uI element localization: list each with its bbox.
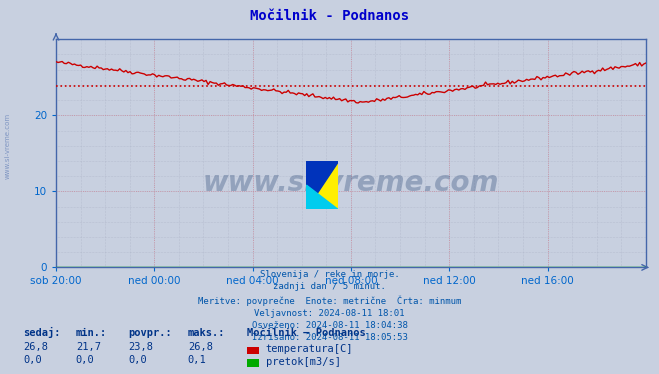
Text: 26,8: 26,8 [188,342,213,352]
Text: www.si-vreme.com: www.si-vreme.com [5,113,11,179]
Text: povpr.:: povpr.: [129,328,172,338]
Text: temperatura[C]: temperatura[C] [266,344,353,354]
Text: 0,0: 0,0 [129,355,147,365]
Text: Močilnik – Podnanos: Močilnik – Podnanos [247,328,366,338]
Text: 0,0: 0,0 [76,355,94,365]
Text: 0,0: 0,0 [23,355,42,365]
Text: Slovenija / reke in morje.
zadnji dan / 5 minut.
Meritve: povprečne  Enote: metr: Slovenija / reke in morje. zadnji dan / … [198,270,461,342]
Text: 26,8: 26,8 [23,342,48,352]
Text: pretok[m3/s]: pretok[m3/s] [266,357,341,367]
Polygon shape [306,161,338,209]
Text: 21,7: 21,7 [76,342,101,352]
Text: sedaj:: sedaj: [23,328,61,338]
Text: min.:: min.: [76,328,107,338]
Text: 23,8: 23,8 [129,342,154,352]
Text: www.si-vreme.com: www.si-vreme.com [203,169,499,197]
Text: 0,1: 0,1 [188,355,206,365]
Polygon shape [306,185,338,209]
Text: maks.:: maks.: [188,328,225,338]
Text: Močilnik - Podnanos: Močilnik - Podnanos [250,9,409,23]
